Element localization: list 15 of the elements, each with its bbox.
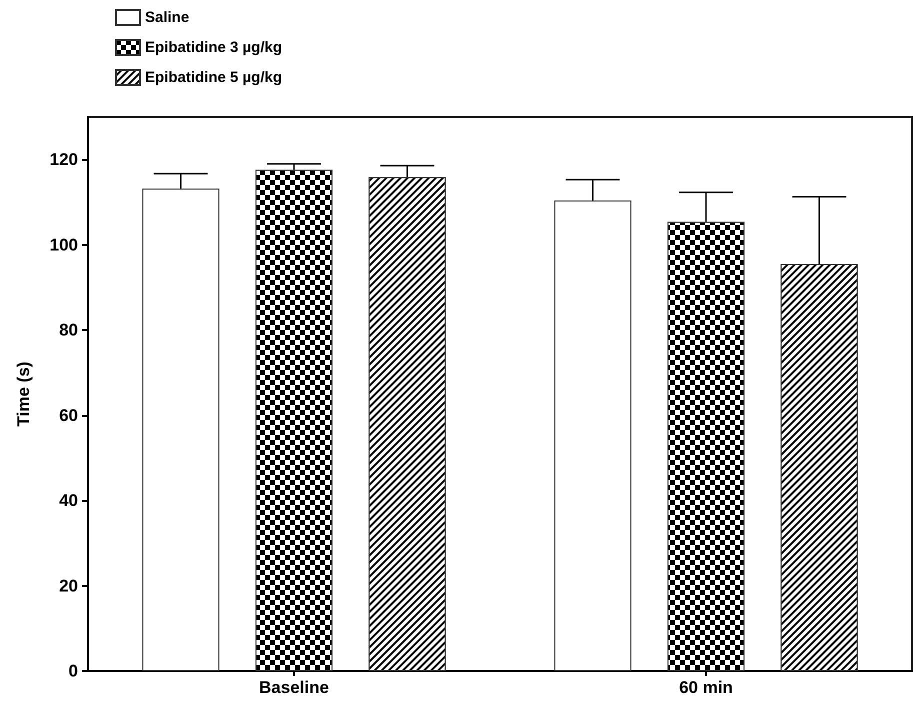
y-axis-title: Time (s) xyxy=(14,362,33,426)
legend-label: Epibatidine 3 µg/kg xyxy=(145,39,282,56)
y-tick-label: 60 xyxy=(59,406,78,425)
legend-label: Epibatidine 5 µg/kg xyxy=(145,69,282,86)
y-tick-label: 0 xyxy=(68,662,78,680)
bar xyxy=(554,200,632,671)
y-tick-label: 100 xyxy=(50,235,78,254)
y-tick-label: 80 xyxy=(59,320,78,340)
y-tick-label: 20 xyxy=(59,576,78,596)
y-tick-label: 40 xyxy=(59,491,78,510)
x-tick-label: Baseline xyxy=(259,678,329,697)
y-tick-label: 120 xyxy=(50,150,78,170)
legend-label: Saline xyxy=(145,9,190,26)
x-tick-label: 60 min xyxy=(679,678,733,697)
bar xyxy=(142,188,220,671)
